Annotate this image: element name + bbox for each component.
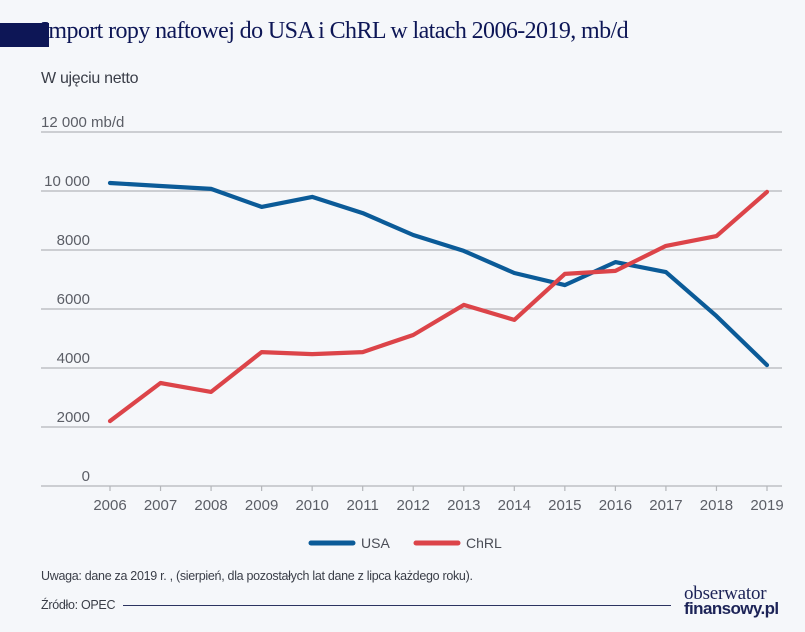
- x-tick-label: 2014: [498, 497, 531, 514]
- x-tick-label: 2017: [649, 497, 682, 514]
- x-tick-label: 2007: [144, 497, 177, 514]
- x-tick-label: 2012: [397, 497, 430, 514]
- series-line-chrl: [107, 189, 770, 424]
- footnote: Uwaga: dane za 2019 r. , (sierpień, dla …: [41, 569, 473, 583]
- y-tick-label: 2000: [57, 409, 90, 426]
- publisher-logo: obserwator finansowy.pl: [684, 583, 779, 618]
- y-tick-label: 8000: [57, 232, 90, 249]
- x-tick-label: 2010: [295, 497, 328, 514]
- x-tick-label: 2016: [599, 497, 632, 514]
- x-tick-label: 2015: [548, 497, 581, 514]
- chart-subtitle: W ujęciu netto: [41, 70, 139, 87]
- y-tick-label: 0: [82, 468, 90, 485]
- x-tick-label: 2009: [245, 497, 278, 514]
- y-tick-label: 10 000: [44, 173, 90, 190]
- chart-title: Import ropy naftowej do USA i ChRL w lat…: [41, 18, 629, 44]
- logo-line-1: obserwator: [684, 583, 767, 604]
- logo-line-2: finansowy.pl: [684, 599, 779, 618]
- x-tick-label: 2019: [750, 497, 783, 514]
- title-accent-block: [0, 23, 49, 47]
- line-chart: 0 2000 4000 6000 8000 10 000 12 000 mb/d 2006 20…: [41, 114, 784, 551]
- legend-label-chrl: ChRL: [466, 535, 502, 551]
- series-line-usa: [107, 180, 770, 368]
- x-tick-label: 2011: [347, 497, 379, 514]
- x-tick-label: 2006: [93, 497, 126, 514]
- source-label: Źródło: OPEC: [41, 598, 116, 612]
- legend-label-usa: USA: [361, 535, 390, 551]
- x-tick-label: 2008: [194, 497, 227, 514]
- x-tick-label: 2018: [700, 497, 733, 514]
- y-tick-label: 6000: [57, 291, 90, 308]
- y-tick-label: 4000: [57, 350, 90, 367]
- y-tick-label: 12 000 mb/d: [41, 114, 124, 131]
- source-divider: [123, 605, 671, 606]
- x-tick-label: 2013: [447, 497, 480, 514]
